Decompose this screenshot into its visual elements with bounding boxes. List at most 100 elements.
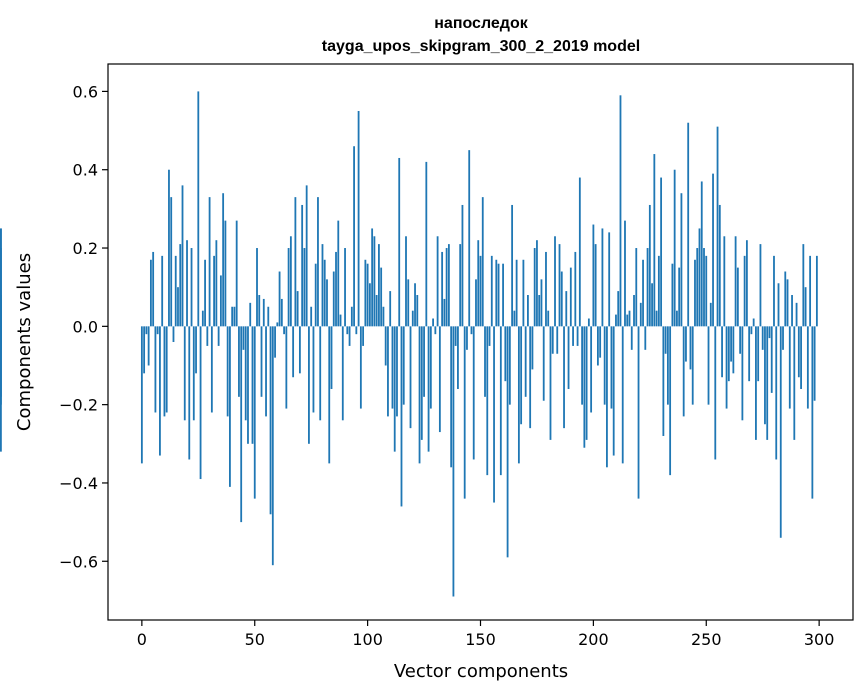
bar-component-184 xyxy=(556,326,559,354)
bar-component-232 xyxy=(664,326,667,354)
bar-component-212 xyxy=(619,95,622,327)
bar-component-298 xyxy=(813,326,816,401)
bar-component-34 xyxy=(217,326,220,346)
bar-component-130 xyxy=(434,326,437,335)
bar-component-269 xyxy=(748,326,751,382)
bar-component-46 xyxy=(244,326,247,421)
bar-component-96 xyxy=(357,110,360,327)
bar-component-165 xyxy=(513,310,516,327)
y-tick-label: 0.4 xyxy=(73,161,98,180)
bar-component-42 xyxy=(235,220,238,327)
y-axis-ticks: −0.6 −0.4 −0.2 0.0 0.2 0.4 0.6 xyxy=(59,82,108,571)
bar-component-99 xyxy=(364,259,367,327)
bar-component-90 xyxy=(344,248,346,327)
bar-component-209 xyxy=(612,326,615,456)
bar-component-260 xyxy=(727,326,730,382)
bar-component-268 xyxy=(745,240,748,327)
bar-component-87 xyxy=(337,220,340,327)
x-tick-label: 100 xyxy=(352,630,383,649)
bar-component-59 xyxy=(274,326,276,358)
bar-component-19 xyxy=(183,326,186,421)
bar-component-252 xyxy=(709,302,712,327)
bar-component-129 xyxy=(432,318,434,327)
bar-component-250 xyxy=(705,255,708,327)
bar-component-244 xyxy=(691,326,694,405)
bar-component-41 xyxy=(233,306,236,327)
bar-component-144 xyxy=(466,326,468,350)
bar-component-183 xyxy=(554,236,556,327)
bar-component-159 xyxy=(499,326,502,476)
bar-component-190 xyxy=(569,267,572,327)
bar-component-93 xyxy=(350,306,353,327)
bar-component-16 xyxy=(177,287,179,327)
bar-component-259 xyxy=(725,326,728,409)
bar-component-178 xyxy=(542,326,545,401)
y-tick-label: −0.4 xyxy=(59,474,98,493)
bar-component-211 xyxy=(617,291,620,327)
bar-component-50 xyxy=(253,326,256,499)
bar-component-53 xyxy=(260,326,263,397)
bar-component-49 xyxy=(251,326,254,444)
bar-component-88 xyxy=(339,314,342,327)
bar-component-221 xyxy=(639,302,642,327)
bar-component-32 xyxy=(213,255,216,327)
bar-component-197 xyxy=(585,326,588,440)
bar-component-1 xyxy=(143,326,146,374)
bar-component-223 xyxy=(644,326,647,350)
bar-component-116 xyxy=(402,326,405,405)
bar-component-216 xyxy=(628,310,631,327)
bar-component-189 xyxy=(567,326,570,389)
bar-component-14 xyxy=(172,326,175,342)
bar-component-2 xyxy=(145,326,148,335)
bar-component-164 xyxy=(511,204,514,327)
bar-component-92 xyxy=(348,326,351,346)
bar-component-15 xyxy=(174,255,177,327)
bar-component-24 xyxy=(195,326,197,374)
bar-component-10 xyxy=(163,326,166,417)
y-tick-label: −0.6 xyxy=(59,552,98,571)
bar-component-undefined xyxy=(0,248,2,327)
bar-component-71 xyxy=(301,204,304,327)
bar-component-137 xyxy=(450,326,453,468)
bar-component-201 xyxy=(594,244,597,327)
bar-component-210 xyxy=(615,314,617,327)
bar-component-131 xyxy=(436,236,439,327)
bar-component-63 xyxy=(283,326,285,335)
bar-component-61 xyxy=(278,271,281,327)
y-tick-label: 0.0 xyxy=(73,317,98,336)
bar-component-138 xyxy=(452,326,455,597)
bar-component-230 xyxy=(660,177,663,327)
bar-component-109 xyxy=(387,326,389,417)
bar-component-77 xyxy=(314,263,317,327)
bar-component-128 xyxy=(429,326,432,409)
bar-component-174 xyxy=(533,248,536,327)
bar-component-291 xyxy=(797,326,800,378)
bar-component-237 xyxy=(676,310,678,327)
bar-component-273 xyxy=(757,326,760,382)
bar-component-17 xyxy=(179,244,182,327)
bar-component-136 xyxy=(447,244,450,327)
bar-component-39 xyxy=(229,326,231,487)
bar-component-284 xyxy=(782,326,784,350)
bar-component-undefined xyxy=(0,326,2,452)
bar-component-193 xyxy=(576,326,579,346)
bar-component-143 xyxy=(463,326,466,499)
bar-component-52 xyxy=(258,295,261,327)
bar-component-267 xyxy=(743,255,746,327)
bar-component-55 xyxy=(265,326,267,417)
bar-component-186 xyxy=(560,271,563,327)
bar-component-179 xyxy=(545,251,547,327)
bar-component-73 xyxy=(305,185,308,327)
bar-component-222 xyxy=(642,259,644,327)
x-tick-label: 200 xyxy=(578,630,609,649)
bar-component-78 xyxy=(317,197,319,327)
bar-component-62 xyxy=(280,298,283,327)
bar-component-68 xyxy=(294,197,297,327)
bar-component-0 xyxy=(140,326,143,464)
bar-component-107 xyxy=(382,306,385,327)
bar-component-279 xyxy=(770,326,773,393)
bar-component-47 xyxy=(247,326,249,444)
bar-component-148 xyxy=(475,279,477,327)
bar-component-287 xyxy=(788,326,791,409)
bar-component-37 xyxy=(224,220,227,327)
